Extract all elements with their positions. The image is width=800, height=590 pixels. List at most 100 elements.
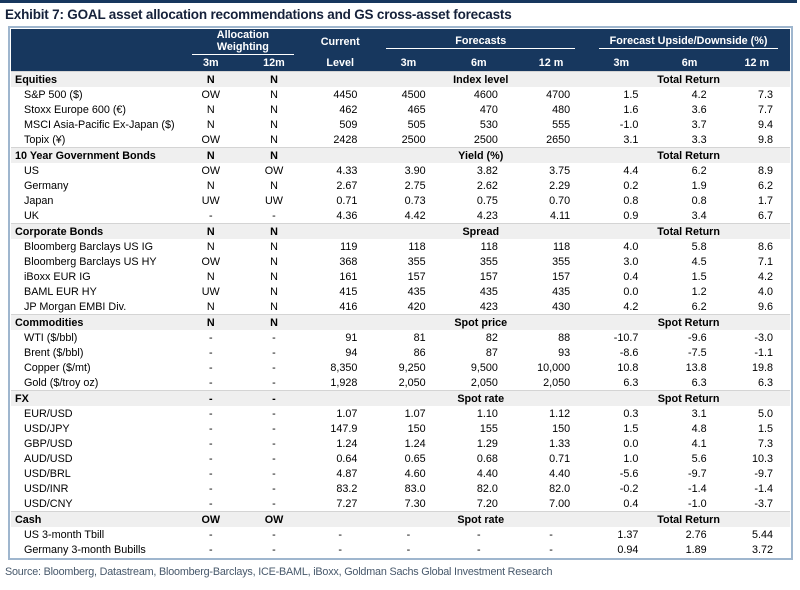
forecast-6m: 4600 [473,88,498,101]
upside-6m: 3.1 [691,407,707,420]
upside-6m: 4.5 [691,255,707,268]
upside-3m: -5.6 [619,467,639,480]
header-allocation-label: Allocation Weighting [191,29,295,55]
forecast-6m: 155 [479,422,498,435]
forecast-3m: 2500 [401,133,426,146]
forecast-6m: 1.10 [476,407,498,420]
weight-12m: UW [264,194,283,207]
header-upside-downside: Forecast Upside/Downside (%) [587,29,790,55]
upside-6m: 6.2 [691,164,707,177]
asset-label: USD/CNY [24,497,73,510]
upside-6m: 5.8 [691,240,707,253]
table-header: Allocation Weighting Current Forecasts F… [11,29,790,72]
data-row-topix: Topix (¥) OW N 2428 2500 2500 2650 3.1 3.3 9.8 [11,132,790,148]
asset-label: Germany 3-month Bubills [24,543,146,556]
data-row-usd-inr: USD/INR - - 83.2 83.0 82.0 82.0 -0.2 -1.4 -1.4 [11,481,790,496]
weight-12m: N [270,240,278,253]
forecast-6m: 157 [479,270,498,283]
upside-3m: 4.0 [623,240,639,253]
forecast-3m: 2.75 [404,179,426,192]
data-row-usd-jpy: USD/JPY - - 147.9 150 155 150 1.5 4.8 1.5 [11,421,790,436]
upside-12m: 5.0 [757,407,773,420]
weight-12m: OW [264,164,284,177]
upside-6m: -9.7 [688,467,707,480]
weight-12m: - [272,467,276,480]
header-upside-3m: 3m [587,55,656,72]
forecast-12m: 480 [552,103,571,116]
upside-3m: 3.0 [623,255,639,268]
current-level: - [338,528,343,541]
section-upside-group-label: Spot Return [587,314,790,330]
current-level: 83.2 [336,482,358,495]
upside-12m: 6.2 [757,179,773,192]
table-frame: Allocation Weighting Current Forecasts F… [8,26,793,560]
forecast-6m: 4.23 [476,209,498,222]
current-level: 509 [339,118,358,131]
weight-3m: - [208,497,213,510]
forecast-3m: 4.42 [404,209,426,222]
current-level: 94 [345,346,358,359]
current-level: 1.24 [336,437,358,450]
header-forecast-6m: 6m [442,55,515,72]
upside-6m: 3.6 [691,103,707,116]
section-current-blank [306,223,375,239]
section-row-cash: Cash OW OW Spot rate Total Return [11,511,790,527]
weight-12m: N [270,103,278,116]
data-row-wti-bbl: WTI ($/bbl) - - 91 81 82 88 -10.7 -9.6 -3.0 [11,330,790,345]
data-row-us: US OW OW 4.33 3.90 3.82 3.75 4.4 6.2 8.9 [11,163,790,178]
forecast-12m: 0.71 [549,452,571,465]
data-row-baml-eur-hy: BAML EUR HY UW N 415 435 435 435 0.0 1.2 4.0 [11,284,790,299]
section-weight-3m: N [179,314,242,330]
upside-3m: 0.3 [623,407,639,420]
forecast-12m: 1.12 [549,407,571,420]
forecast-12m: 88 [558,331,571,344]
upside-12m: 3.72 [751,543,773,556]
forecast-12m: 10,000 [537,361,571,374]
upside-12m: 10.3 [751,452,773,465]
data-row-us-3-month-tbill: US 3-month Tbill - - - - - - 1.37 2.76 5.44 [11,527,790,542]
upside-3m: 0.0 [623,437,639,450]
forecast-3m: 465 [407,103,426,116]
forecast-12m: 435 [552,285,571,298]
weight-12m: - [272,361,276,374]
section-upside-group-label: Total Return [587,71,790,87]
current-level: 368 [339,255,358,268]
forecast-3m: 420 [407,300,426,313]
table-body: Equities N N Index level Total Return S&P 500… [11,71,790,558]
weight-12m: - [272,482,276,495]
header-sub-row: 3m 12m Level 3m 6m 12 m 3m 6m 12 m [11,55,790,72]
section-forecast-group-label: Spread [374,223,588,239]
upside-3m: 1.0 [623,452,639,465]
asset-label: UK [24,209,39,222]
asset-label: Stoxx Europe 600 (€) [24,103,127,116]
forecast-6m: 530 [479,118,498,131]
upside-12m: 9.6 [757,300,773,313]
asset-label: USD/JPY [24,422,70,435]
forecast-12m: 93 [558,346,571,359]
upside-3m: 0.9 [623,209,639,222]
forecast-3m: 150 [407,422,426,435]
weight-3m: - [208,376,213,389]
forecast-12m: 2,050 [543,376,571,389]
section-weight-12m: N [241,147,307,163]
data-row-aud-usd: AUD/USD - - 0.64 0.65 0.68 0.71 1.0 5.6 10.3 [11,451,790,466]
section-weight-3m: N [179,223,242,239]
weight-12m: - [272,437,276,450]
weight-3m: - [208,482,213,495]
header-upside-6m: 6m [655,55,724,72]
weight-12m: N [270,88,278,101]
data-row-stoxx-europe-600: Stoxx Europe 600 (€) N N 462 465 470 480 1.6 3.6… [11,102,790,117]
weight-12m: - [272,422,276,435]
asset-label: Topix (¥) [24,133,66,146]
upside-3m: 0.94 [617,543,639,556]
forecast-12m: 430 [552,300,571,313]
current-level: 416 [339,300,358,313]
weight-3m: OW [201,164,221,177]
current-level: - [338,543,343,556]
section-current-blank [306,511,375,527]
upside-6m: 1.89 [685,543,707,556]
forecast-3m: 81 [413,331,426,344]
upside-12m: 9.8 [757,133,773,146]
current-level: 4.87 [336,467,358,480]
forecast-12m: 3.75 [549,164,571,177]
